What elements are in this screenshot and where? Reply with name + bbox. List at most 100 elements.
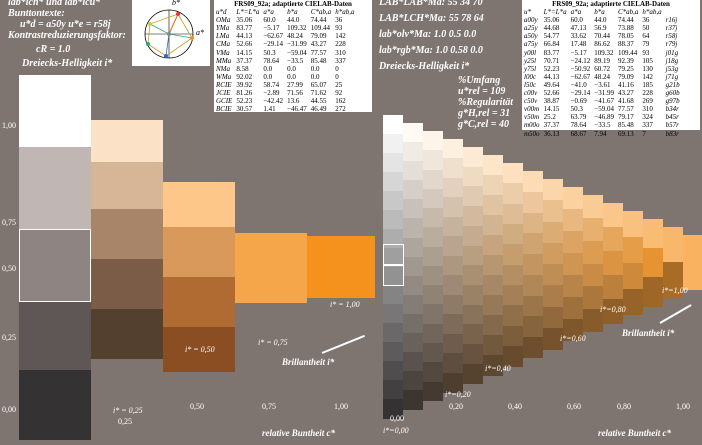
hue-circle-panel: b* a* bbox=[132, 0, 210, 66]
table-row: l50c 49.64 −41.0 −3.61 41.16 185 g21b bbox=[522, 81, 682, 89]
table-cell: JCIE bbox=[216, 89, 231, 98]
table-row: GCIE 52.23 −42.42 13.6 44.55 162 bbox=[214, 97, 356, 105]
table-cell: 0.0 bbox=[287, 64, 296, 73]
color-swatch bbox=[423, 188, 443, 209]
table-cell: 52.23 bbox=[236, 97, 253, 106]
color-swatch bbox=[483, 215, 503, 236]
table-cell: m50o bbox=[524, 129, 540, 138]
color-swatch bbox=[403, 142, 423, 162]
table-header-cell: h*ab,a bbox=[335, 8, 355, 17]
color-swatch bbox=[403, 294, 423, 315]
color-swatch bbox=[383, 209, 403, 230]
color-swatch bbox=[403, 313, 423, 334]
table-cell: a50y bbox=[524, 32, 538, 41]
table-cell: −41.67 bbox=[594, 97, 614, 106]
table-cell: −46.47 bbox=[287, 105, 307, 114]
table-row: m00o 37.37 78.64 −33.5 85.48 337 b57r bbox=[522, 121, 682, 129]
table-row: JCIE 81.26 −2.89 71.56 71.62 92 bbox=[214, 89, 356, 97]
table-cell: 46.49 bbox=[310, 105, 327, 114]
table-cell: 337 bbox=[335, 56, 346, 65]
table-cell: 269 bbox=[642, 97, 653, 106]
table-cell: 86.62 bbox=[594, 40, 611, 49]
table-cell: a75y bbox=[524, 40, 538, 49]
table-cell: j71g bbox=[665, 72, 679, 81]
table-cell: 44.0 bbox=[287, 16, 300, 25]
table-cell: 52.66 bbox=[543, 89, 560, 98]
header-line1: lab*lch* und lab*lcu* bbox=[8, 0, 101, 8]
color-swatch bbox=[403, 237, 423, 258]
color-swatch bbox=[91, 259, 163, 309]
color-swatch bbox=[563, 318, 583, 342]
table-row: c00v 52.66 −29.14 −31.99 43.27 228 g60b bbox=[522, 89, 682, 97]
table-cell: 60.72 bbox=[594, 64, 611, 73]
color-swatch bbox=[623, 211, 643, 238]
color-swatch bbox=[463, 363, 483, 385]
color-swatch bbox=[383, 323, 403, 343]
table-cell: 228 bbox=[642, 89, 653, 98]
table-cell: a00y bbox=[524, 16, 538, 25]
color-swatch bbox=[623, 288, 643, 316]
color-swatch bbox=[523, 233, 543, 255]
table-cell: c50v bbox=[524, 97, 538, 106]
table-cell: 68.67 bbox=[570, 129, 587, 138]
table-cell: 25.2 bbox=[543, 113, 556, 122]
table-cell: 79.09 bbox=[617, 72, 634, 81]
color-swatch bbox=[163, 277, 235, 327]
table-cell: 39.92 bbox=[236, 80, 253, 89]
table-cell: 41.16 bbox=[617, 80, 634, 89]
table-left-title: FRS09_92a; adaptierte CIELAB-Daten bbox=[234, 0, 352, 8]
color-swatch bbox=[603, 299, 623, 324]
color-swatch bbox=[663, 262, 683, 299]
left-x-tick: 1,00 bbox=[334, 402, 348, 411]
color-swatch bbox=[603, 251, 623, 276]
table-row: v00m 14.15 50.3 −59.04 77.57 310 b34r bbox=[522, 105, 682, 113]
table-row: y00l 83.77 −5.17 109.32 109.44 93 j01g bbox=[522, 49, 682, 57]
table-header-cell: u* bbox=[524, 8, 531, 17]
table-cell: −42.42 bbox=[263, 97, 284, 106]
color-swatch bbox=[483, 195, 503, 216]
stat-regular: %Regularität bbox=[458, 97, 514, 108]
right-brill-arrow bbox=[659, 304, 692, 324]
right-x-tick: 0,20 bbox=[449, 402, 463, 411]
table-row: y75l 52.23 −50.92 60.72 79.25 130 j53g bbox=[522, 65, 682, 73]
table-cell: 25 bbox=[335, 80, 343, 89]
table-header-cell: a*a bbox=[570, 8, 582, 17]
color-swatch bbox=[583, 217, 603, 242]
table-cell: −62.67 bbox=[570, 72, 591, 81]
table-header-cell: a*a bbox=[263, 8, 274, 17]
color-swatch bbox=[403, 199, 423, 219]
header-line2: Bunttontexte: bbox=[8, 8, 65, 19]
table-cell: GCIE bbox=[216, 97, 233, 106]
table-cell: 92 bbox=[335, 89, 343, 98]
table-cell: 310 bbox=[335, 48, 346, 57]
table-cell: 48.24 bbox=[287, 32, 303, 41]
color-swatch bbox=[383, 342, 403, 362]
color-swatch bbox=[523, 316, 543, 338]
color-swatch bbox=[383, 361, 403, 381]
color-swatch bbox=[91, 162, 163, 209]
table-cell: j53g bbox=[665, 64, 679, 73]
table-cell: 92.02 bbox=[236, 72, 253, 81]
color-swatch bbox=[523, 337, 543, 359]
table-cell: −31.99 bbox=[287, 40, 307, 49]
table-row: WMa 92.02 0.0 0.0 0.0 0 bbox=[214, 73, 356, 81]
table-cell: m00o bbox=[524, 121, 540, 130]
color-swatch bbox=[643, 219, 663, 249]
right-i-label: i*=0,20 bbox=[445, 390, 471, 399]
right-header-line5: Dreiecks-Helligkeit i* bbox=[379, 61, 470, 72]
cielab-table-right: FRS09_92a; adaptierte CIELAB-Daten u* L*=… bbox=[522, 0, 700, 138]
table-cell: 71.62 bbox=[310, 89, 327, 98]
color-swatch bbox=[383, 266, 403, 286]
color-swatch bbox=[383, 380, 403, 400]
table-cell: 85.48 bbox=[310, 56, 327, 65]
table-cell: 69.13 bbox=[617, 129, 634, 138]
header-line5: cR = 1.0 bbox=[36, 44, 71, 55]
table-header-cell: u*d bbox=[216, 8, 227, 17]
color-swatch bbox=[423, 246, 443, 267]
table-cell: 109.44 bbox=[617, 48, 638, 57]
table-row: RCIE 39.92 58.74 27.99 65.07 25 bbox=[214, 81, 356, 89]
stat-gh: g*H,rel = 31 bbox=[458, 108, 511, 119]
hue-b-label: b* bbox=[172, 0, 180, 7]
table-cell: 58.74 bbox=[263, 80, 280, 89]
table-cell: 0.0 bbox=[263, 72, 273, 81]
